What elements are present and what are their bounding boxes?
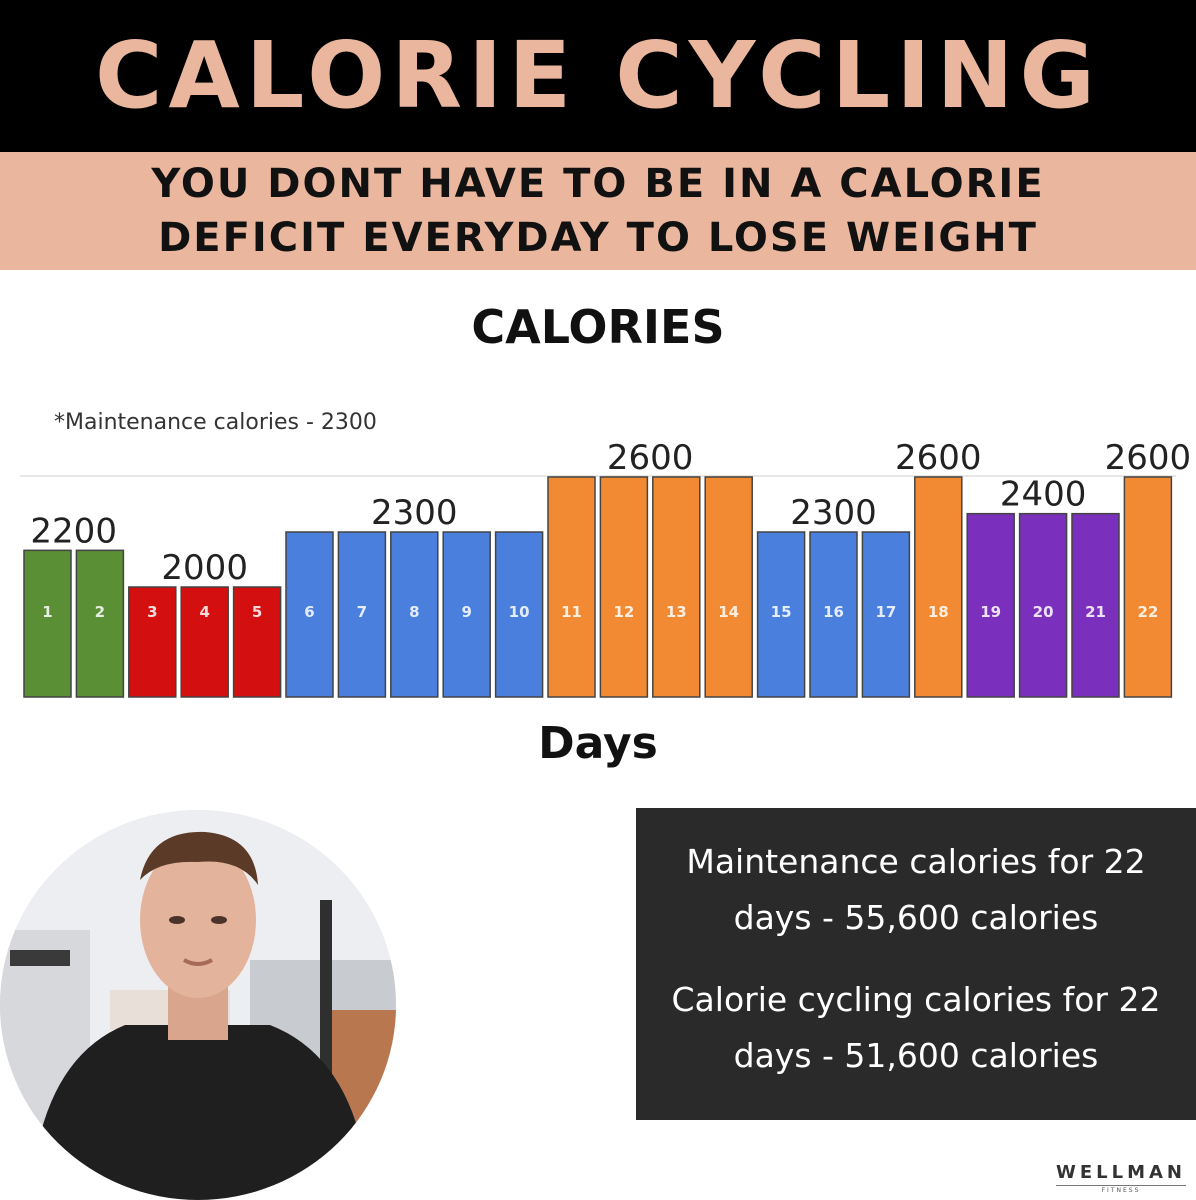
day-label-20: 20 (1033, 603, 1054, 621)
bar-day-17 (861, 531, 911, 698)
day-label-2: 2 (95, 603, 105, 621)
bar-day-13 (652, 476, 701, 698)
bar-day-1 (23, 549, 72, 698)
bar-day-4 (180, 586, 229, 698)
subtitle-line-1: YOU DONT HAVE TO BE IN A CALORIE (151, 161, 1045, 207)
presenter-photo (0, 810, 396, 1200)
day-label-13: 13 (666, 603, 687, 621)
calorie-summary-box: Maintenance calories for 22 days - 55,60… (636, 808, 1196, 1120)
day-label-3: 3 (147, 603, 157, 621)
group-value-label-3: 2300 (371, 493, 458, 533)
bar-day-15 (756, 531, 806, 698)
brand-logo: WELLMAN FITNESS (1056, 1162, 1186, 1194)
chart-title: CALORIES (471, 300, 725, 354)
day-label-17: 17 (875, 603, 896, 621)
day-label-14: 14 (718, 603, 739, 621)
bar-day-16 (809, 531, 858, 698)
day-label-8: 8 (409, 603, 419, 621)
day-label-15: 15 (771, 603, 792, 621)
cycling-summary-line-2: days - 51,600 calories (733, 1036, 1099, 1075)
group-value-label-7: 2400 (1000, 475, 1087, 515)
day-label-12: 12 (613, 603, 634, 621)
subtitle-line-2: DEFICIT EVERYDAY TO LOSE WEIGHT (158, 215, 1038, 261)
bar-day-8 (390, 531, 439, 698)
brand-subtitle: FITNESS (1056, 1185, 1186, 1194)
day-label-21: 21 (1085, 603, 1106, 621)
maintenance-summary: Maintenance calories for 22 days - 55,60… (636, 834, 1196, 946)
x-axis-label: Days (538, 718, 658, 769)
subtitle-band: YOU DONT HAVE TO BE IN A CALORIE DEFICIT… (0, 152, 1196, 270)
maintenance-summary-line-1: Maintenance calories for 22 (686, 842, 1146, 881)
bar-day-6 (285, 531, 334, 698)
bar-day-14 (704, 476, 753, 698)
bar-day-5 (232, 586, 282, 698)
bar-day-9 (442, 531, 491, 698)
cycling-summary-line-1: Calorie cycling calories for 22 (671, 980, 1161, 1019)
bar-day-3 (128, 586, 177, 698)
calorie-bar-chart: 1 2 3 4 5 6 7 8 9 10 11 12 13 14 15 16 17 18 19 20 21 2222002… (20, 438, 1192, 698)
group-value-label-2: 2000 (161, 548, 248, 588)
bar-day-21 (1071, 512, 1120, 698)
group-value-label-8: 2600 (1105, 438, 1192, 478)
group-value-label-6: 2600 (895, 438, 982, 478)
group-value-label-1: 2200 (30, 511, 117, 551)
bar-day-22 (1123, 476, 1173, 698)
bar-day-12 (599, 476, 649, 698)
day-label-16: 16 (823, 603, 844, 621)
maintenance-summary-line-2: days - 55,600 calories (733, 898, 1099, 937)
title-band: CALORIE CYCLING (0, 0, 1196, 152)
day-label-1: 1 (42, 603, 52, 621)
day-label-11: 11 (561, 603, 582, 621)
main-title: CALORIE CYCLING (95, 22, 1101, 129)
cycling-summary: Calorie cycling calories for 22 days - 5… (636, 972, 1196, 1084)
maintenance-note: *Maintenance calories - 2300 (54, 410, 377, 435)
bar-day-2 (75, 549, 125, 698)
day-label-7: 7 (357, 603, 367, 621)
day-label-22: 22 (1137, 603, 1158, 621)
brand-name: WELLMAN (1056, 1162, 1186, 1183)
day-label-19: 19 (980, 603, 1001, 621)
bar-day-20 (1018, 512, 1068, 698)
day-label-18: 18 (928, 603, 949, 621)
bar-day-7 (337, 531, 387, 698)
day-label-4: 4 (199, 603, 209, 621)
day-label-9: 9 (461, 603, 471, 621)
bar-day-18 (914, 476, 963, 698)
bar-day-11 (547, 476, 596, 698)
group-value-label-5: 2300 (790, 493, 877, 533)
day-label-6: 6 (304, 603, 314, 621)
group-value-label-4: 2600 (607, 438, 694, 478)
day-label-10: 10 (509, 603, 530, 621)
day-label-5: 5 (252, 603, 262, 621)
bar-day-19 (966, 512, 1015, 698)
bar-day-10 (494, 531, 544, 698)
